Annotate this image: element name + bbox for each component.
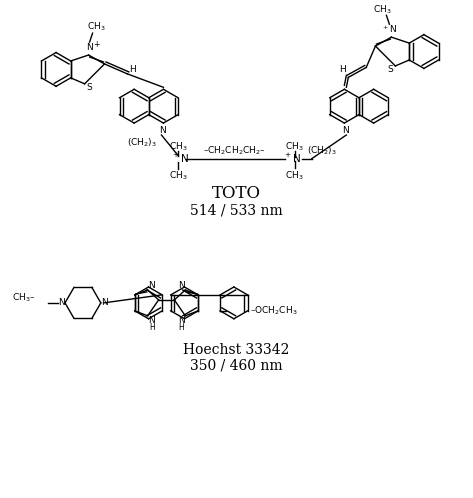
Text: H: H [129,65,136,74]
Text: N: N [342,125,349,134]
Text: 514 / 533 nm: 514 / 533 nm [190,204,282,218]
Text: –OCH$_2$CH$_3$: –OCH$_2$CH$_3$ [250,305,298,317]
Text: N: N [159,125,166,134]
Text: CH$_3$: CH$_3$ [285,169,304,182]
Text: (CH$_2$)$_3$: (CH$_2$)$_3$ [127,136,157,149]
Text: $^+$N: $^+$N [283,152,301,165]
Text: CH$_3$: CH$_3$ [285,140,304,153]
Text: N: N [148,280,155,289]
Text: CH$_3$: CH$_3$ [169,140,188,153]
Text: +: + [93,39,100,49]
Text: N: N [101,298,108,307]
Text: H: H [178,323,184,332]
Text: CH$_3$: CH$_3$ [373,3,392,15]
Text: $^+$N: $^+$N [171,152,189,165]
Text: S: S [387,65,393,74]
Text: –CH$_2$CH$_2$CH$_2$–: –CH$_2$CH$_2$CH$_2$– [202,144,265,157]
Text: CH$_3$: CH$_3$ [87,21,106,33]
Text: CH$_3$–: CH$_3$– [12,292,35,304]
Text: $^+$N: $^+$N [381,23,397,35]
Text: H: H [339,65,346,74]
Text: N: N [178,280,184,289]
Text: Hoechst 33342: Hoechst 33342 [183,343,289,357]
Text: N: N [148,316,155,325]
Text: 350 / 460 nm: 350 / 460 nm [190,359,282,373]
Text: N: N [86,42,93,52]
Text: N: N [178,316,184,325]
Text: CH$_3$: CH$_3$ [169,169,188,182]
Text: TOTO: TOTO [211,185,261,202]
Text: S: S [87,83,92,92]
Text: H: H [149,323,155,332]
Text: (CH$_2$)$_3$: (CH$_2$)$_3$ [307,144,336,157]
Text: N: N [58,298,64,307]
